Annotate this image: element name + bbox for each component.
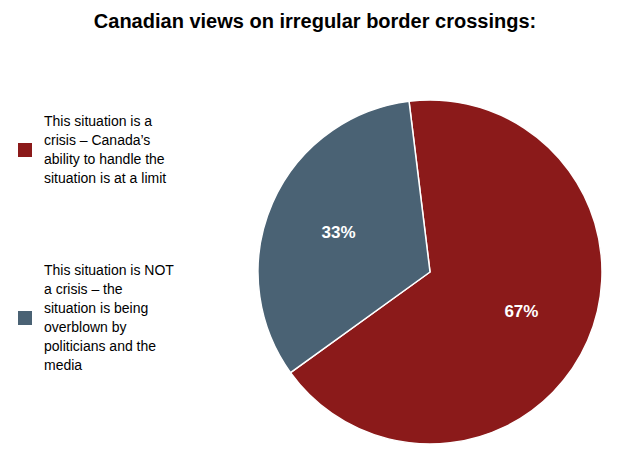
slice xyxy=(258,101,430,372)
legend-swatch xyxy=(18,143,32,157)
legend-item: This situation is a crisis – Canada’s ab… xyxy=(18,112,248,188)
legend-label: This situation is a crisis – Canada’s ab… xyxy=(44,112,166,188)
legend-label: This situation is NOT a crisis – the sit… xyxy=(44,261,174,375)
legend-item: This situation is NOT a crisis – the sit… xyxy=(18,261,248,375)
title: Canadian views on irregular border cross… xyxy=(0,10,630,33)
data-label: 33% xyxy=(322,223,356,242)
data-label: 67% xyxy=(504,302,538,321)
slices xyxy=(258,100,602,444)
pie-chart: 67% 33% xyxy=(0,0,630,474)
legend-swatch xyxy=(18,311,32,325)
data-labels: 67% 33% xyxy=(322,223,539,322)
